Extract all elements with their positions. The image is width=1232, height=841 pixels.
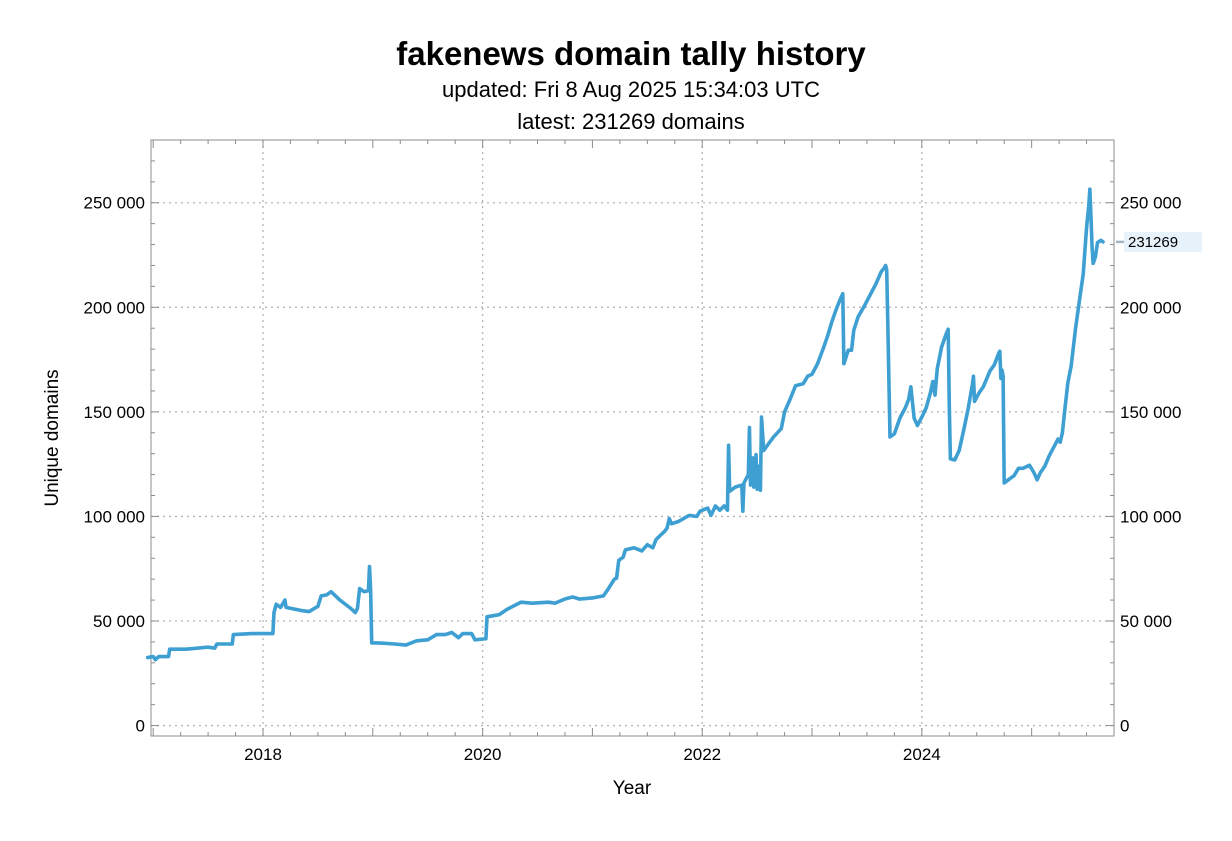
y-tick-label-left: 150 000 [84,403,145,422]
axis-ticks [151,139,1115,736]
x-tick-label: 2022 [683,745,721,764]
latest-value-label: 231269 [1128,234,1178,251]
chart-subtitle-updated: updated: Fri 8 Aug 2025 15:34:03 UTC [442,77,820,102]
y-tick-label-right: 0 [1120,717,1129,736]
series-layer [145,187,1105,662]
x-axis-label: Year [613,778,652,799]
y-tick-label-left: 250 000 [84,194,145,213]
y-tick-label-left: 100 000 [84,507,145,526]
y-tick-label-left: 200 000 [84,298,145,317]
series-line [145,187,1105,662]
callout-box [1124,231,1202,252]
y-tick-label-left: 0 [136,717,145,736]
y-tick-label-right: 250 000 [1120,194,1181,213]
plot-frame [150,139,1115,737]
y-tick-label-right: 100 000 [1120,507,1181,526]
grid [151,140,1114,736]
y-tick-label-left: 50 000 [93,612,145,631]
axis-tick-labels: 2018 2020 2022 2024 0 0 50 000 50 000 100 000 100… [84,194,1182,764]
x-tick-label: 2018 [244,745,282,764]
chart-subtitle-latest: latest: 231269 domains [517,109,745,134]
y-tick-label-right: 50 000 [1120,612,1172,631]
y-tick-label-right: 200 000 [1120,298,1181,317]
y-axis-label: Unique domains [42,369,63,506]
chart-title: fakenews domain tally history [396,35,866,72]
y-tick-label-right: 150 000 [1120,403,1181,422]
latest-callout: 231269 [1116,231,1202,252]
x-tick-label: 2024 [903,745,941,764]
x-tick-label: 2020 [464,745,502,764]
